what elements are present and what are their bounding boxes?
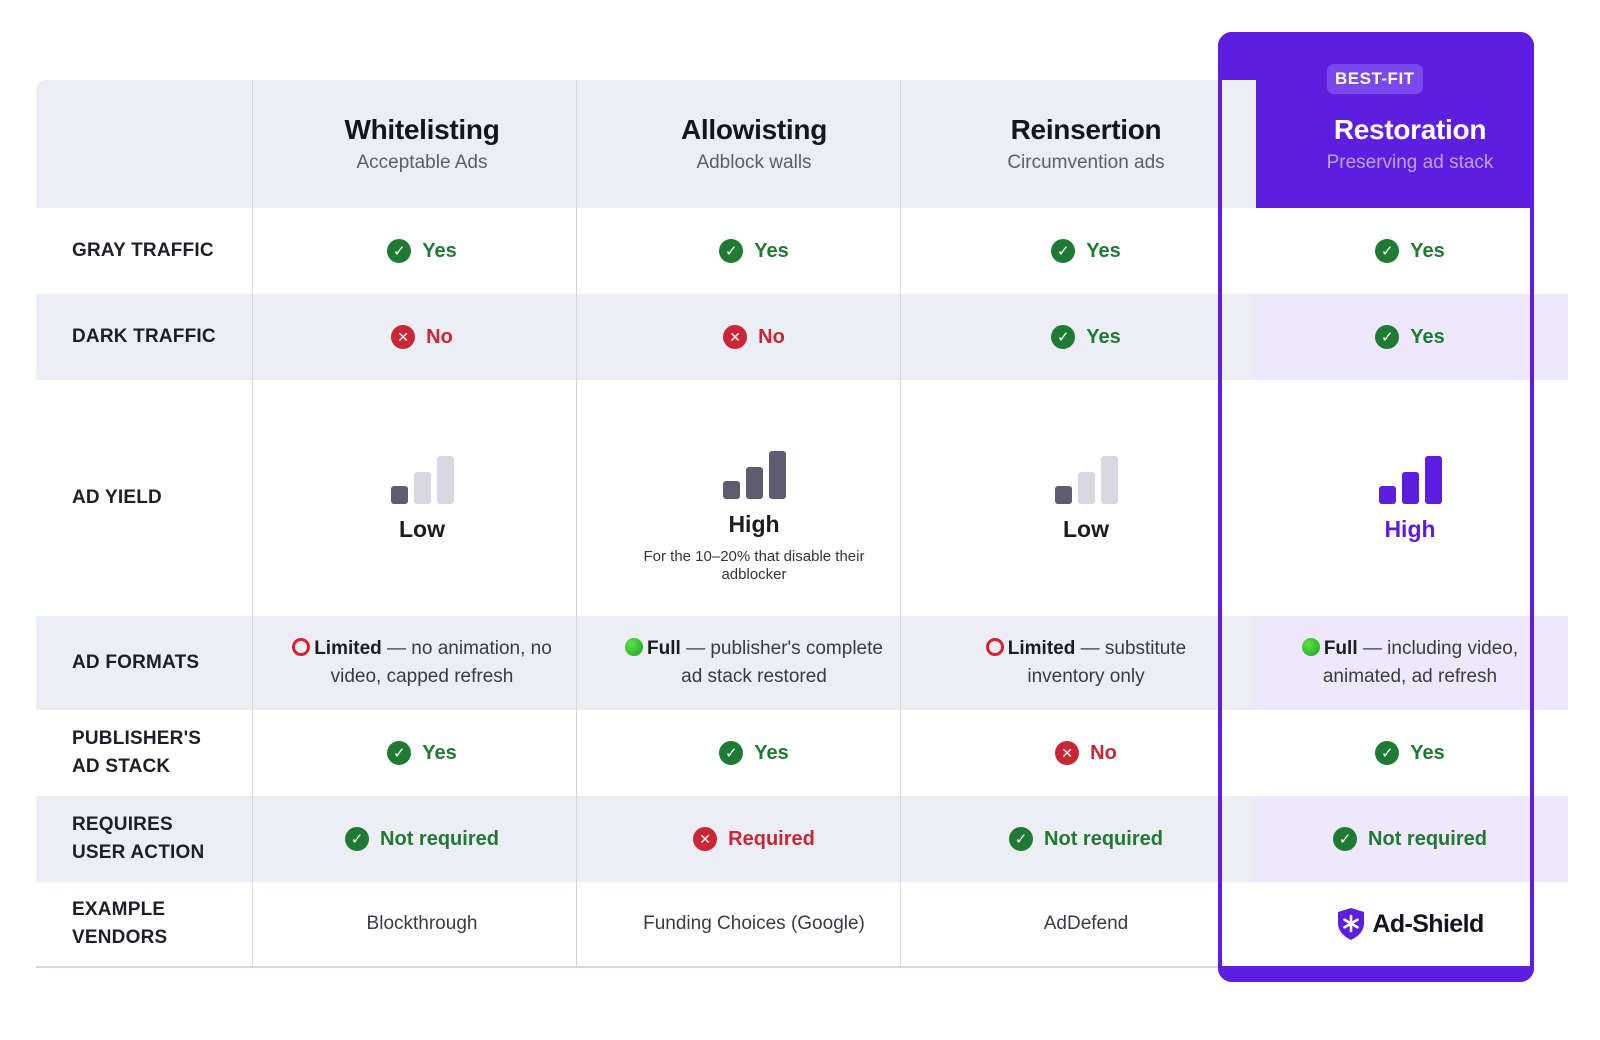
shield-asterisk-icon (1338, 908, 1365, 940)
row-label: PUBLISHER'S AD STACK (72, 728, 202, 777)
status-yes: ✓ Yes (719, 239, 789, 263)
column-subtitle: Acceptable Ads (356, 152, 488, 173)
yield-note: For the 10–20% that disable their adbloc… (643, 547, 865, 583)
row-label: GRAY TRAFFIC (72, 240, 214, 261)
hollow-red-circle-icon (985, 638, 1004, 656)
green-dot-icon (625, 638, 644, 656)
best-fit-header-bg (1218, 32, 1534, 208)
column-divider (576, 80, 577, 966)
row-label: REQUIRES USER ACTION (72, 814, 205, 863)
column-title: Reinsertion (1010, 114, 1162, 145)
status-no: ✕ Required (693, 827, 815, 851)
check-circle-icon: ✓ (1375, 741, 1400, 765)
check-circle-icon: ✓ (1333, 827, 1358, 851)
column-subtitle: Adblock walls (696, 152, 812, 173)
row-ad-formats: AD FORMATS Limited — no animation, no vi… (36, 616, 1568, 710)
x-circle-icon: ✕ (391, 325, 416, 349)
row-vendors: EXAMPLE VENDORS Blockthrough Funding Choi… (36, 882, 1568, 966)
status-yes: ✓ Yes (1375, 239, 1445, 263)
vendor-name: Funding Choices (Google) (643, 913, 865, 934)
check-circle-icon: ✓ (387, 741, 412, 765)
yield-label: High (728, 510, 780, 537)
column-divider (252, 80, 253, 966)
status-yes: ✓ Yes (1375, 741, 1445, 765)
row-label: DARK TRAFFIC (72, 326, 216, 347)
status-yes: ✓ Yes (1051, 239, 1121, 263)
x-circle-icon: ✕ (723, 325, 748, 349)
signal-bars-icon (1054, 454, 1118, 504)
ad-shield-logo: Ad-Shield (1336, 907, 1484, 941)
row-label: EXAMPLE VENDORS (72, 899, 168, 948)
column-title: Whitelisting (344, 114, 500, 145)
header-row: Whitelisting Acceptable Ads Allowisting … (36, 80, 1568, 208)
check-circle-icon: ✓ (1051, 325, 1076, 349)
check-circle-icon: ✓ (719, 741, 744, 765)
header-whitelisting: Whitelisting Acceptable Ads (256, 80, 588, 208)
format-limited: Limited — no animation, no video, capped… (287, 635, 557, 691)
row-user-action: REQUIRES USER ACTION ✓ Not required ✕ Requi… (36, 796, 1568, 882)
status-no: ✕ No (1055, 741, 1117, 765)
status-yes: ✓ Yes (387, 741, 457, 765)
row-ad-stack: PUBLISHER'S AD STACK ✓ Yes ✓ Yes ✕ No ✓ Yes (36, 710, 1568, 796)
header-empty-cell (36, 80, 256, 208)
status-yes: ✓ Yes (1051, 325, 1121, 349)
check-circle-icon: ✓ (1051, 239, 1076, 263)
status-yes: ✓ Not required (345, 827, 499, 851)
yield-label: Low (399, 515, 445, 542)
check-circle-icon: ✓ (1375, 239, 1400, 263)
vendor-name: Blockthrough (366, 913, 478, 934)
vendor-name: AdDefend (1043, 913, 1129, 934)
status-no: ✕ No (391, 325, 453, 349)
header-restoration: Restoration Preserving ad stack (1252, 80, 1568, 208)
best-fit-footer-bg (1218, 966, 1534, 982)
status-yes: ✓ Yes (387, 239, 457, 263)
signal-bars-icon (1378, 454, 1442, 504)
hollow-red-circle-icon (292, 638, 311, 656)
status-yes: ✓ Yes (1375, 325, 1445, 349)
green-dot-icon (1301, 638, 1320, 656)
column-divider (900, 80, 901, 966)
check-circle-icon: ✓ (1009, 827, 1034, 851)
status-yes: ✓ Not required (1009, 827, 1163, 851)
row-label: AD FORMATS (72, 652, 200, 673)
check-circle-icon: ✓ (719, 239, 744, 263)
header-reinsertion: Reinsertion Circumvention ads (920, 80, 1252, 208)
row-dark-traffic: DARK TRAFFIC ✕ No ✕ No ✓ Yes ✓ Yes (36, 294, 1568, 380)
column-subtitle: Preserving ad stack (1326, 152, 1494, 173)
yield-label: Low (1063, 515, 1109, 542)
status-yes: ✓ Not required (1333, 827, 1487, 851)
yield-label: High (1384, 515, 1436, 542)
row-ad-yield: AD YIELD Low High For the 10–20% that di… (36, 380, 1568, 616)
signal-bars-icon (722, 449, 786, 499)
signal-bars-icon (390, 454, 454, 504)
x-circle-icon: ✕ (693, 827, 718, 851)
header-allowisting: Allowisting Adblock walls (588, 80, 920, 208)
best-fit-badge: BEST-FIT (1327, 64, 1423, 94)
status-yes: ✓ Yes (719, 741, 789, 765)
check-circle-icon: ✓ (1375, 325, 1400, 349)
row-gray-traffic: GRAY TRAFFIC ✓ Yes ✓ Yes ✓ Yes ✓ Yes (36, 208, 1568, 294)
format-full: Full — including video, animated, ad ref… (1290, 635, 1530, 691)
column-title: Restoration (1333, 114, 1487, 145)
column-title: Allowisting (680, 114, 828, 145)
row-label: AD YIELD (72, 487, 162, 508)
format-limited: Limited — substitute inventory only (971, 635, 1201, 691)
table-bottom-border (36, 966, 1218, 968)
column-subtitle: Circumvention ads (1007, 152, 1165, 173)
format-full: Full — publisher's complete ad stack res… (619, 635, 889, 691)
x-circle-icon: ✕ (1055, 741, 1080, 765)
check-circle-icon: ✓ (387, 239, 412, 263)
status-no: ✕ No (723, 325, 785, 349)
check-circle-icon: ✓ (345, 827, 370, 851)
